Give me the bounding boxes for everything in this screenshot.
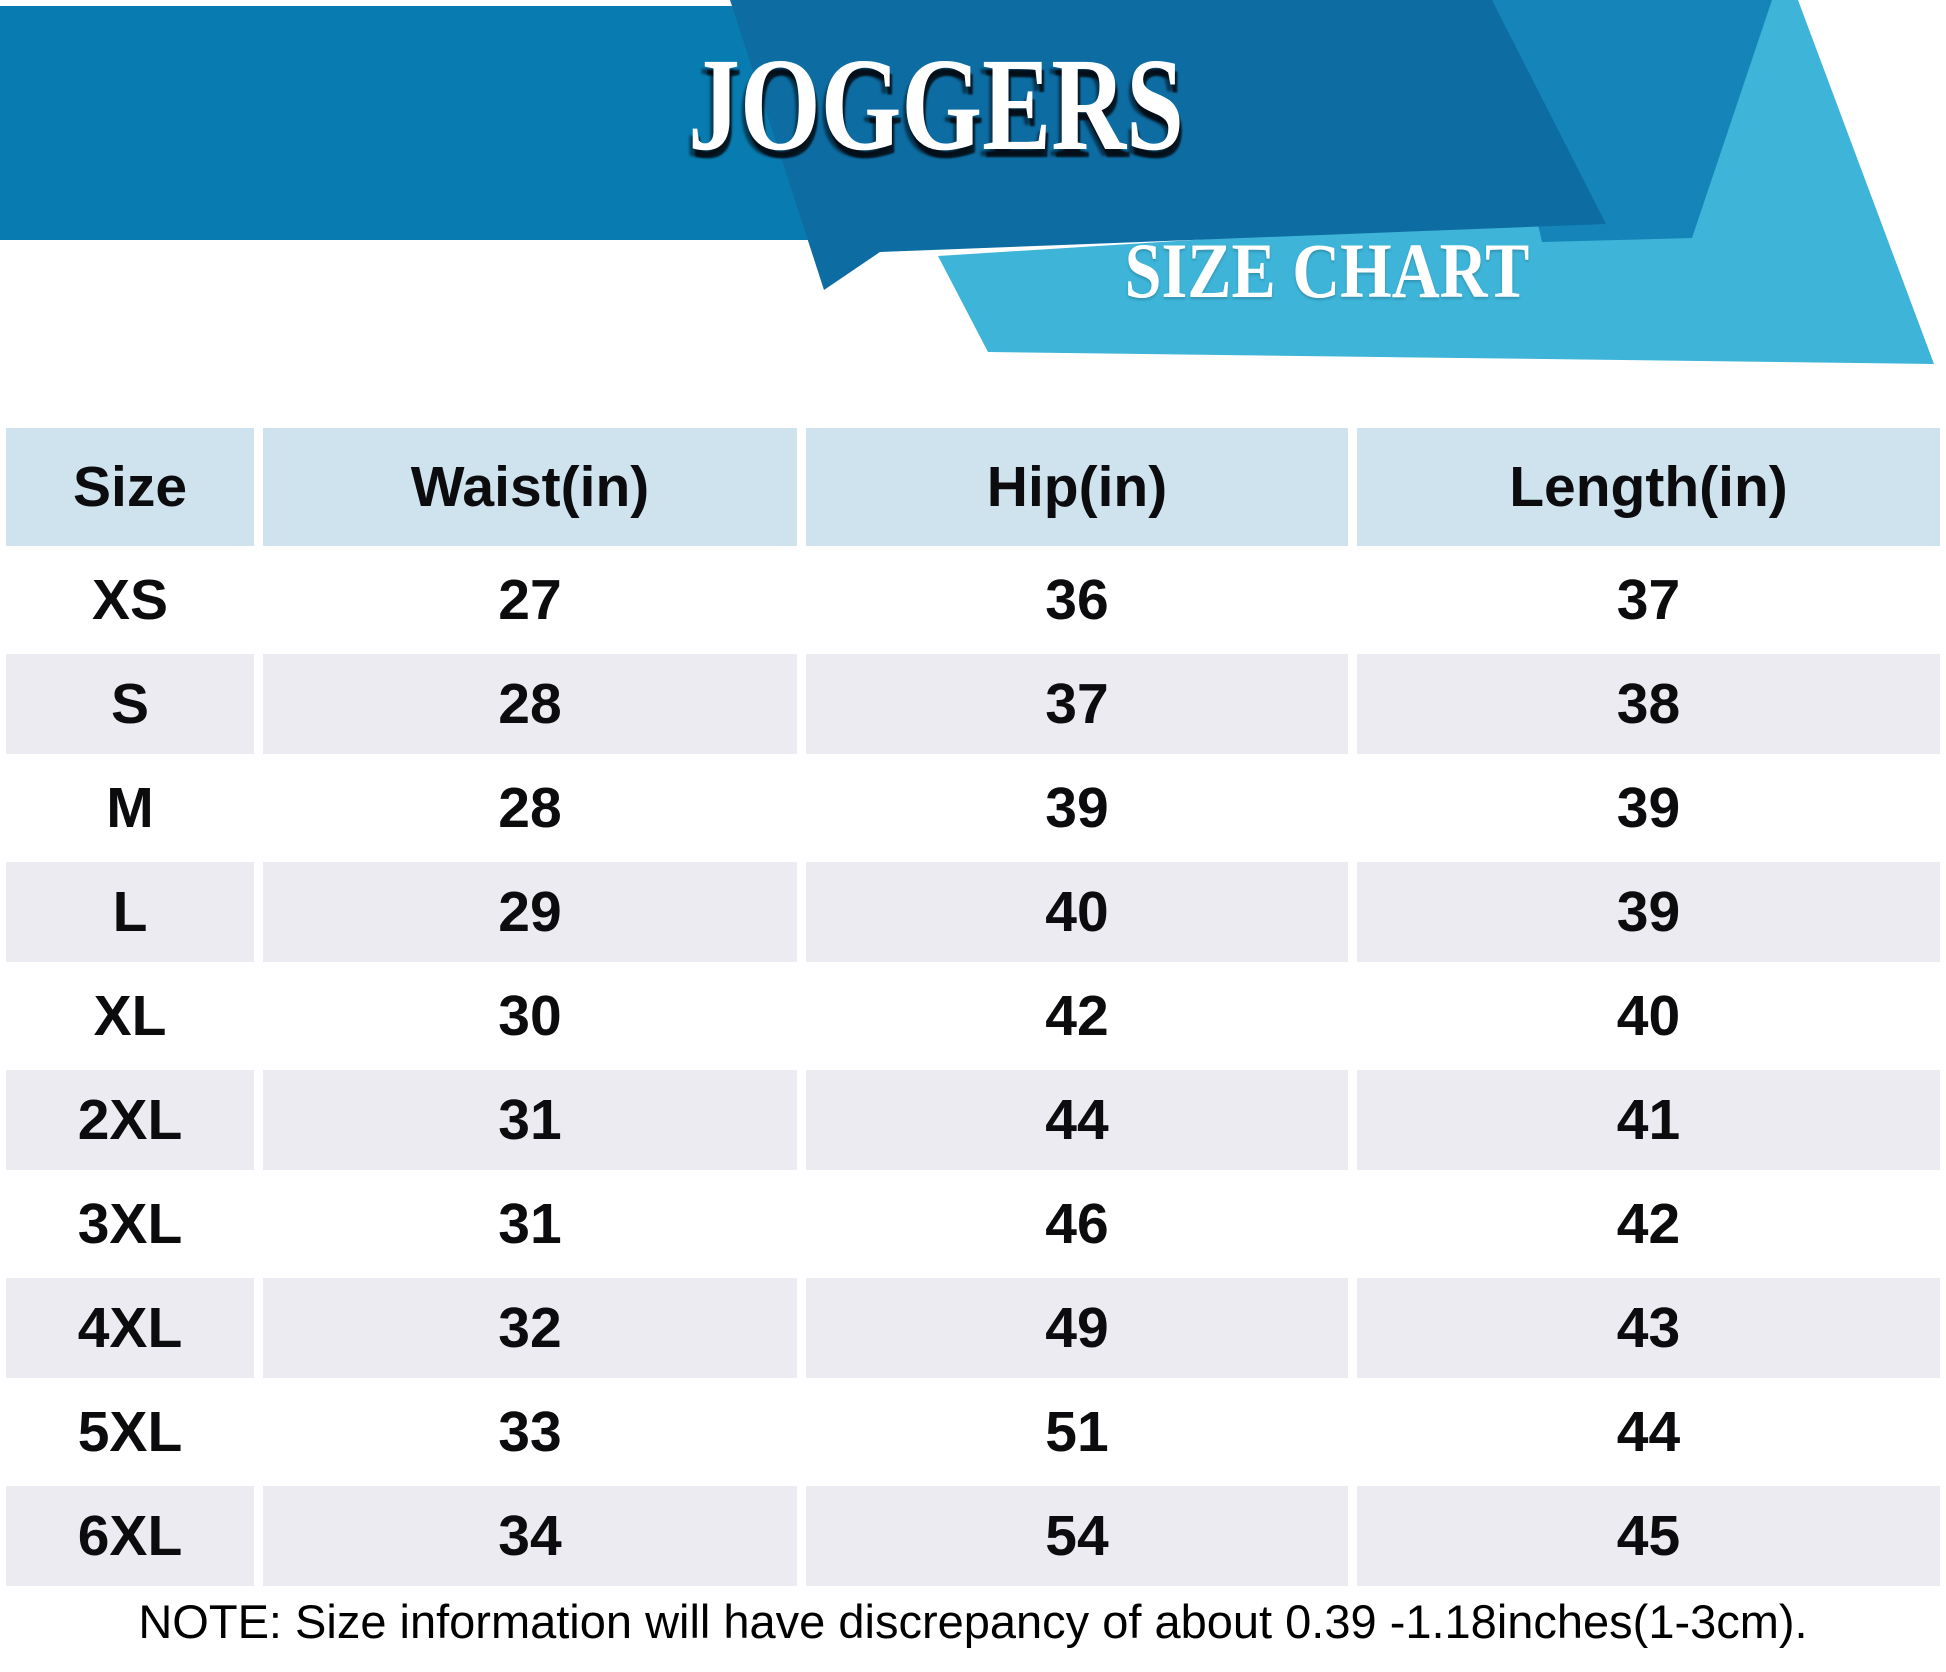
measurement-cell: 44	[1357, 1382, 1940, 1482]
size-label-cell: XL	[6, 966, 254, 1066]
measurement-cell: 31	[263, 1174, 797, 1274]
size-label-cell: 5XL	[6, 1382, 254, 1482]
size-label-cell: M	[6, 758, 254, 858]
size-table: Size Waist(in) Hip(in) Length(in) XS 27 36 37 S 2…	[6, 428, 1940, 1586]
column-header-cell: Hip(in)	[806, 428, 1348, 546]
size-label-cell: 3XL	[6, 1174, 254, 1274]
measurement-cell: 42	[1357, 1174, 1940, 1274]
header-banner: JOGGERS SIZE CHART	[0, 0, 1946, 400]
page-subtitle: SIZE CHART	[1124, 227, 1530, 314]
measurement-cell: 31	[263, 1070, 797, 1170]
note-text: NOTE: Size information will have discrep…	[138, 1595, 1808, 1648]
column-header-cell: Length(in)	[1357, 428, 1940, 546]
measurement-cell: 33	[263, 1382, 797, 1482]
measurement-cell: 39	[1357, 758, 1940, 858]
measurement-cell: 54	[806, 1486, 1348, 1586]
measurement-cell: 30	[263, 966, 797, 1066]
measurement-cell: 36	[806, 550, 1348, 650]
measurement-cell: 27	[263, 550, 797, 650]
measurement-cell: 39	[806, 758, 1348, 858]
size-label-cell: XS	[6, 550, 254, 650]
column-header-cell: Waist(in)	[263, 428, 797, 546]
measurement-cell: 28	[263, 758, 797, 858]
measurement-cell: 40	[806, 862, 1348, 962]
measurement-cell: 44	[806, 1070, 1348, 1170]
size-label-cell: 4XL	[6, 1278, 254, 1378]
measurement-cell: 37	[806, 654, 1348, 754]
page-title: JOGGERS	[688, 30, 1184, 178]
measurement-cell: 49	[806, 1278, 1348, 1378]
measurement-cell: 29	[263, 862, 797, 962]
size-label-cell: L	[6, 862, 254, 962]
measurement-cell: 41	[1357, 1070, 1940, 1170]
measurement-cell: 46	[806, 1174, 1348, 1274]
measurement-cell: 38	[1357, 654, 1940, 754]
measurement-cell: 45	[1357, 1486, 1940, 1586]
measurement-cell: 40	[1357, 966, 1940, 1066]
size-label-cell: S	[6, 654, 254, 754]
measurement-cell: 34	[263, 1486, 797, 1586]
measurement-cell: 28	[263, 654, 797, 754]
size-label-cell: 6XL	[6, 1486, 254, 1586]
size-label-cell: 2XL	[6, 1070, 254, 1170]
measurement-cell: 37	[1357, 550, 1940, 650]
measurement-cell: 43	[1357, 1278, 1940, 1378]
banner-left-blue-band	[0, 6, 832, 240]
measurement-cell: 51	[806, 1382, 1348, 1482]
measurement-cell: 32	[263, 1278, 797, 1378]
measurement-cell: 39	[1357, 862, 1940, 962]
column-header-cell: Size	[6, 428, 254, 546]
measurement-cell: 42	[806, 966, 1348, 1066]
